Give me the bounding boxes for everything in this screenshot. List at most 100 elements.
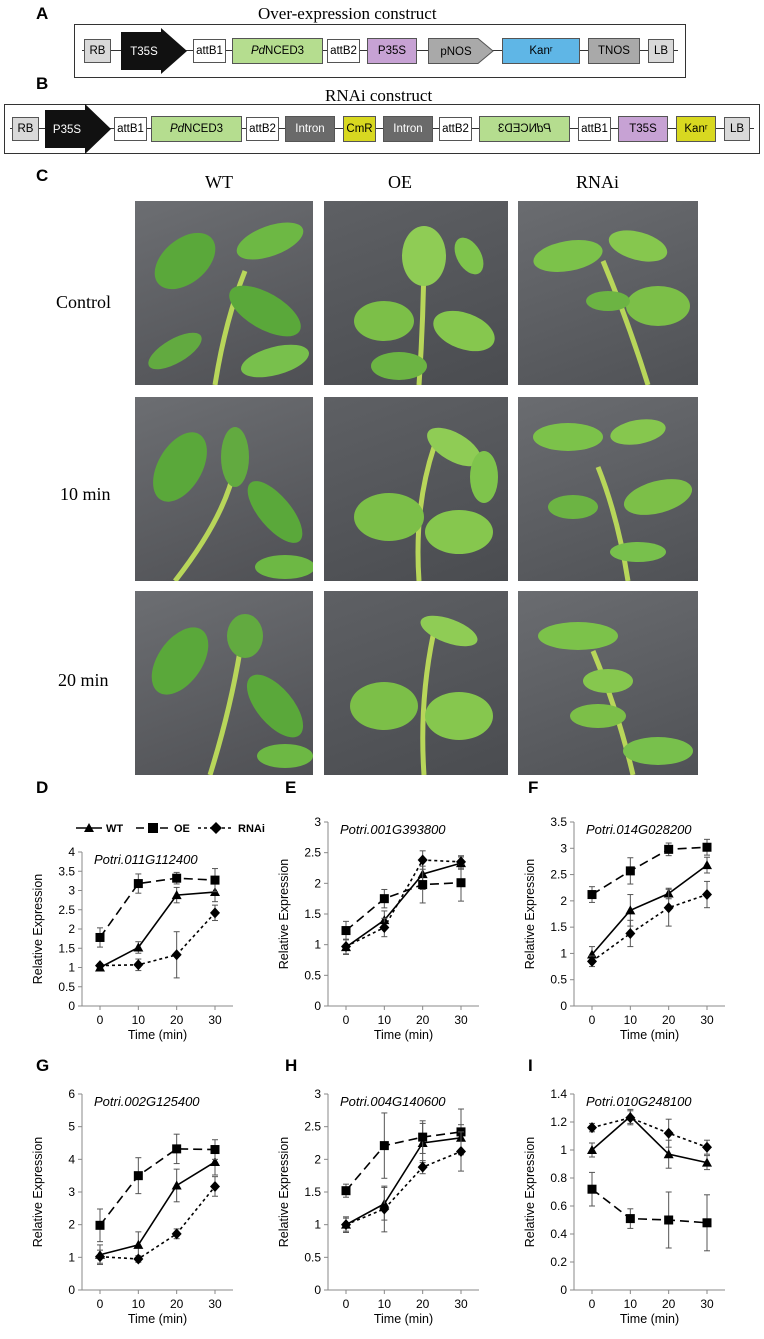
series-line	[591, 1188, 708, 1224]
x-tick-label: 20	[416, 1297, 430, 1311]
construct-a-lb: LB	[648, 39, 674, 63]
data-point	[210, 1156, 220, 1166]
series-line	[345, 862, 462, 948]
data-point	[133, 942, 144, 952]
axes: 0 0.5 1 1.5 2 2.5 3 3.5 4 0 10 20 30	[58, 845, 233, 1027]
chart-title: Potri.010G248100	[586, 1094, 692, 1109]
x-tick-label: 20	[170, 1013, 184, 1027]
panel-label-g: G	[36, 1056, 50, 1075]
data-point	[341, 941, 351, 953]
construct-a-title: Over-expression construct	[258, 4, 437, 23]
y-tick-label: 3	[560, 841, 567, 855]
data-point	[625, 866, 635, 876]
construct-b-attb1: attB1	[114, 117, 147, 141]
y-tick-label: 1	[68, 961, 75, 975]
y-tick-label: 1	[314, 1218, 321, 1232]
series-wt	[341, 856, 466, 955]
construct-a	[74, 24, 686, 78]
construct-b-cmr: CmR	[343, 116, 376, 142]
x-tick-label: 10	[378, 1297, 392, 1311]
series-wt	[587, 1108, 712, 1171]
construct-a-tnos: TNOS	[588, 38, 640, 64]
construct-a-t35s-label: T35S	[130, 46, 158, 58]
data-point	[587, 1184, 597, 1194]
data-point	[379, 921, 390, 933]
y-tick-label: 1	[68, 1250, 75, 1264]
col-label-wt: WT	[205, 172, 233, 192]
series-rnai	[95, 904, 220, 979]
data-point	[587, 1145, 597, 1154]
data-point	[702, 842, 712, 852]
panel-label-b: B	[36, 74, 49, 93]
x-tick-label: 0	[97, 1297, 104, 1311]
panel-label-i: I	[528, 1056, 533, 1075]
data-point	[133, 1239, 144, 1249]
photo-rnai-10min	[518, 397, 698, 581]
series-oe	[587, 1171, 712, 1252]
y-tick-label: 0	[68, 999, 75, 1013]
photo-oe-20min	[324, 591, 508, 775]
y-tick-label: 1.4	[550, 1087, 567, 1101]
axes: 00.511.522.530 10 20 30	[304, 815, 479, 1027]
data-point	[172, 873, 182, 883]
y-tick-label: 2	[314, 1152, 321, 1166]
data-point	[341, 926, 351, 936]
data-point	[702, 889, 712, 901]
construct-b-pdnced3: Pd NCED3	[151, 116, 242, 142]
y-tick-label: 6	[68, 1087, 75, 1101]
chart-f: 0 0.5 1 1.5 2 2.5 3 3.5 0 10 20 30 Time (min) Relativ…	[523, 815, 725, 1042]
x-tick-label: 0	[97, 1013, 104, 1027]
series-line	[99, 891, 216, 969]
data-point	[702, 1218, 712, 1228]
legend-oe: OE	[136, 823, 190, 835]
construct-b-backbone	[10, 128, 754, 129]
data-point	[172, 1144, 182, 1154]
y-tick-label: 1.5	[58, 941, 75, 955]
x-tick-label: 10	[132, 1297, 146, 1311]
photo-oe-control	[324, 201, 508, 385]
x-axis-label: Time (min)	[620, 1312, 679, 1326]
y-tick-label: 2.5	[304, 846, 321, 860]
data-point	[133, 1171, 143, 1181]
x-axis-label: Time (min)	[374, 1028, 433, 1042]
y-tick-label: 1.5	[304, 907, 321, 921]
y-tick-label: 0.4	[550, 1227, 567, 1241]
x-axis-label: Time (min)	[374, 1312, 433, 1326]
col-label-rnai: RNAi	[576, 172, 620, 192]
construct-a-pnos-arrow: pNOS	[428, 38, 494, 64]
axes: 0 1 2 3 4 5 6 0 10 20 30	[68, 1087, 233, 1311]
data-point	[702, 1141, 712, 1153]
y-tick-label: 4	[68, 845, 75, 859]
y-tick-label: 2.5	[550, 868, 567, 882]
y-tick-label: 0.5	[304, 968, 321, 982]
data-point	[95, 932, 105, 942]
data-point	[210, 875, 220, 885]
construct-b-t35s: T35S	[618, 116, 668, 142]
y-tick-label: 2	[560, 894, 567, 908]
data-point	[418, 1132, 428, 1142]
data-point	[663, 902, 674, 914]
series-line	[345, 881, 462, 932]
construct-b-attb2: attB2	[246, 117, 279, 141]
series-line	[345, 1150, 462, 1226]
data-point	[171, 1180, 182, 1190]
data-point	[95, 960, 105, 972]
x-tick-label: 30	[700, 1297, 714, 1311]
chart-g: 0 1 2 3 4 5 6 0 10 20 30 Time (min) Relative Express…	[31, 1087, 233, 1326]
data-point	[171, 890, 182, 900]
y-tick-label: 0.8	[550, 1171, 567, 1185]
y-tick-label: 0	[314, 999, 321, 1013]
x-tick-label: 10	[378, 1013, 392, 1027]
x-tick-label: 0	[343, 1013, 350, 1027]
data-point	[95, 1251, 105, 1263]
series-oe	[587, 838, 712, 903]
y-tick-label: 3.5	[550, 815, 567, 829]
legend-oe-label: OE	[174, 823, 190, 835]
y-tick-label: 3	[314, 1087, 321, 1101]
x-tick-label: 30	[454, 1013, 468, 1027]
data-point	[625, 927, 636, 939]
panel-label-f: F	[528, 778, 539, 797]
leaf-illustration	[354, 427, 498, 581]
chart-title: Potri.011G112400	[94, 852, 198, 867]
data-point	[664, 844, 674, 854]
